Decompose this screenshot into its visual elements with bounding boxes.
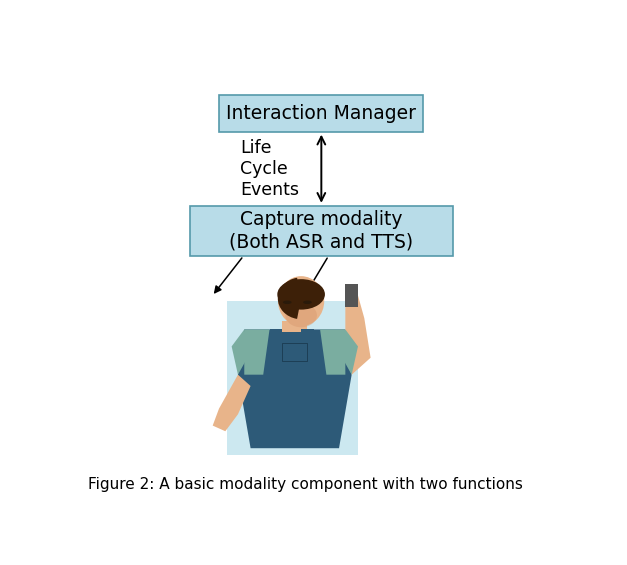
Text: Capture modality
(Both ASR and TTS): Capture modality (Both ASR and TTS) [229,210,413,251]
Text: Figure 2: A basic modality component with two functions: Figure 2: A basic modality component wit… [88,477,523,492]
Polygon shape [245,329,270,375]
FancyBboxPatch shape [282,343,307,360]
Polygon shape [238,329,352,448]
Polygon shape [339,329,358,375]
Polygon shape [270,329,282,363]
Text: Interaction Manager: Interaction Manager [226,104,416,123]
Polygon shape [301,329,314,363]
Ellipse shape [303,301,312,304]
Ellipse shape [278,276,324,326]
Polygon shape [231,329,251,375]
Polygon shape [345,284,358,307]
FancyBboxPatch shape [219,95,423,132]
Polygon shape [345,295,371,375]
Polygon shape [320,329,345,375]
Ellipse shape [285,303,317,327]
FancyBboxPatch shape [190,206,453,256]
FancyBboxPatch shape [282,321,307,332]
Ellipse shape [277,279,325,310]
FancyBboxPatch shape [226,301,358,455]
Ellipse shape [283,301,292,304]
Polygon shape [213,375,251,431]
Text: Life
Cycle
Events: Life Cycle Events [241,139,300,198]
Wedge shape [278,278,301,319]
Polygon shape [282,321,307,332]
